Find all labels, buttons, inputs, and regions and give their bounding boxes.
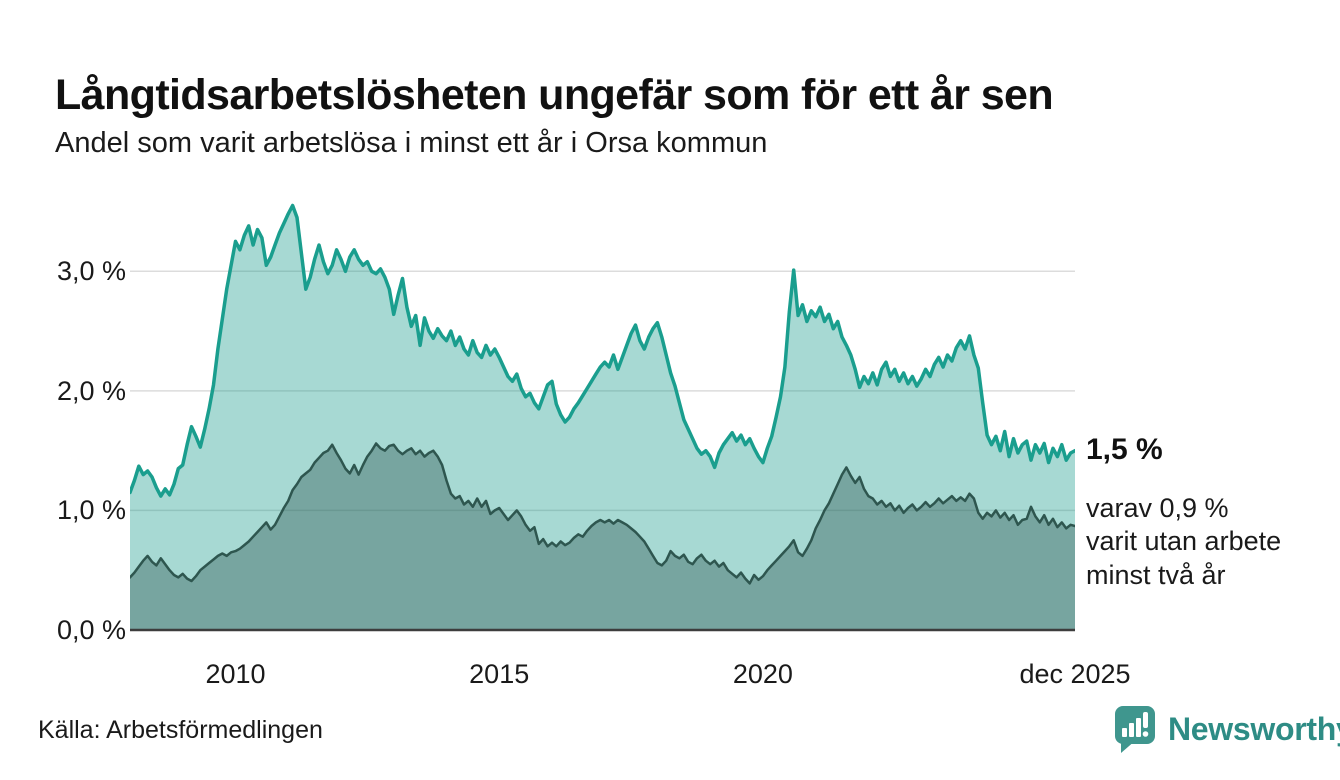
secondary-annotation: varav 0,9 % varit utan arbete minst två … bbox=[1086, 493, 1282, 590]
x-tick-label: 2015 bbox=[469, 659, 530, 689]
area-unemployed-min-1yr bbox=[130, 205, 1075, 630]
page-title: Långtidsarbetslösheten ungefär som för e… bbox=[55, 70, 1054, 119]
newsworthy-logo: Newsworthy bbox=[1112, 704, 1340, 754]
y-tick-label: 3,0 % bbox=[56, 256, 126, 287]
latest-value-label: 1,5 % bbox=[1086, 433, 1163, 466]
newsworthy-wordmark: Newsworthy bbox=[1168, 710, 1340, 747]
area-unemployed-min-2yr bbox=[130, 443, 1075, 630]
y-tick-label: 1,0 % bbox=[56, 495, 126, 526]
y-tick-label: 0,0 % bbox=[56, 615, 126, 645]
x-tick-label: dec 2025 bbox=[1019, 659, 1131, 689]
newsworthy-bubble-icon bbox=[1115, 706, 1155, 753]
x-tick-label: 2010 bbox=[205, 659, 266, 689]
source-credit: Källa: Arbetsförmedlingen bbox=[38, 716, 323, 744]
x-tick-label: 2020 bbox=[732, 659, 793, 689]
y-tick-label: 2,0 % bbox=[56, 375, 126, 406]
area-chart bbox=[128, 203, 1077, 632]
line-unemployed-min-2yr bbox=[128, 442, 1077, 585]
chart-plot-area bbox=[128, 190, 1077, 632]
line-unemployed-min-1yr bbox=[128, 203, 1077, 498]
page-subtitle: Andel som varit arbetslösa i minst ett å… bbox=[55, 127, 768, 159]
